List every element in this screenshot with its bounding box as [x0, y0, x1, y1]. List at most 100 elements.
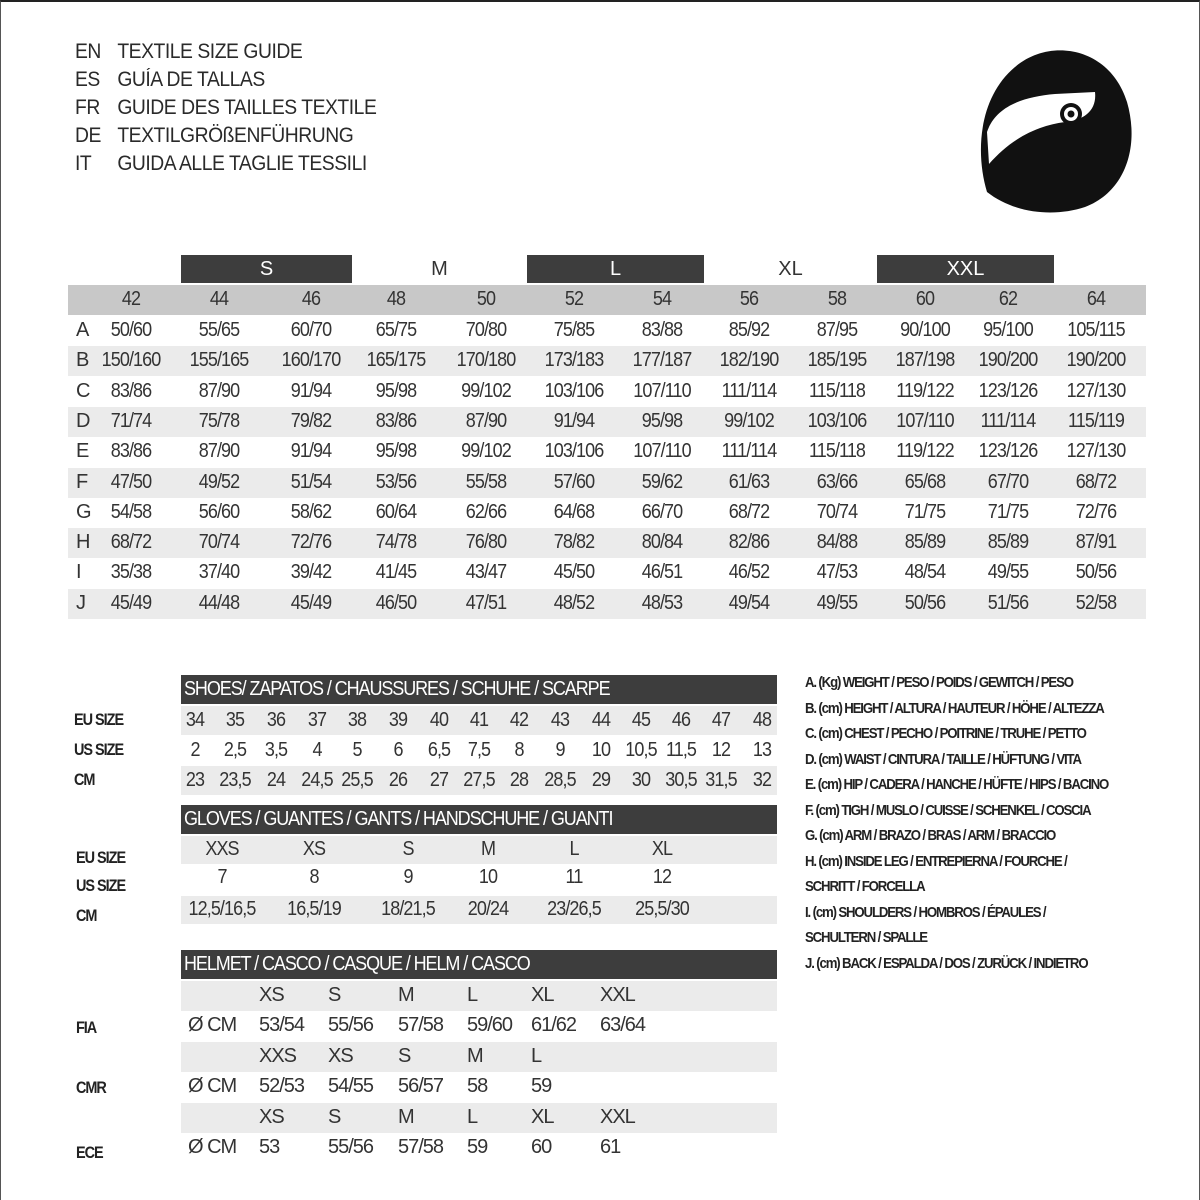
table-cell: 55/65 — [198, 319, 240, 341]
table-cell: 37 — [307, 709, 327, 731]
table-cell: 160/170 — [281, 349, 342, 372]
helmet-value: 57/58 — [398, 1014, 444, 1036]
table-cell: 60/70 — [290, 319, 332, 341]
table-cell: 103/106 — [807, 409, 868, 432]
table-cell: 23/26,5 — [547, 898, 602, 920]
helmet-size: XL — [531, 984, 554, 1006]
table-cell: 115/119 — [1067, 409, 1125, 432]
section-title: SHOES/ ZAPATOS / CHAUSSURES / SCHUHE / S… — [184, 678, 611, 700]
table-cell: 10 — [591, 739, 611, 761]
row-stripe — [68, 346, 1146, 377]
size-number: 52 — [564, 288, 584, 310]
title-line: IT GUIDA ALLE TAGLIE TESSILI — [75, 152, 367, 176]
table-cell: 39 — [388, 709, 408, 731]
standard-label: ECE — [76, 1143, 104, 1162]
table-cell: 42 — [509, 709, 529, 731]
table-cell: 48/54 — [904, 561, 946, 584]
table-cell: 49/52 — [198, 470, 240, 493]
table-cell: 62/66 — [465, 500, 507, 523]
size-number: 54 — [652, 288, 672, 310]
table-cell: 64/68 — [553, 500, 595, 523]
table-cell: 48/52 — [553, 591, 595, 614]
table-cell: 74/78 — [375, 531, 417, 554]
table-cell: 170/180 — [456, 349, 517, 372]
table-cell: 87/95 — [816, 319, 858, 341]
standard-label: CMR — [76, 1078, 107, 1097]
table-cell: 56/60 — [198, 500, 240, 523]
legend-item: F. (cm) TIGH / MUSLO / CUISSE / SCHENKEL… — [805, 801, 1092, 819]
helmet-size: XS — [259, 1106, 285, 1128]
table-cell: 12 — [711, 739, 731, 761]
table-cell: 6,5 — [427, 739, 451, 761]
table-cell: 66/70 — [641, 500, 683, 523]
table-cell: 103/106 — [544, 379, 605, 402]
helmet-value: 53 — [259, 1136, 280, 1158]
table-cell: 59/62 — [641, 470, 683, 493]
table-cell: 16,5/19 — [287, 898, 342, 920]
helmet-size: L — [531, 1045, 542, 1067]
table-cell: 10 — [478, 866, 498, 888]
table-cell: 70/74 — [816, 500, 858, 523]
table-cell: 7 — [217, 866, 227, 888]
language-code: FR — [75, 96, 100, 119]
row-stripe — [181, 836, 777, 864]
title-line: ES GUÍA DE TALLAS — [75, 68, 265, 92]
helmet-size: L — [467, 984, 478, 1006]
table-cell: 25,5 — [341, 769, 373, 791]
table-cell: 26 — [388, 769, 408, 791]
table-cell: 29 — [591, 769, 611, 791]
section-title: HELMET / CASCO / CASQUE / HELM / CASCO — [184, 953, 531, 975]
table-cell: 95/98 — [375, 440, 417, 463]
helmet-value: 53/54 — [259, 1014, 305, 1036]
table-cell: 12 — [652, 866, 672, 888]
row-label: D — [76, 409, 91, 432]
table-cell: L — [569, 838, 579, 860]
table-cell: 187/198 — [895, 349, 956, 372]
table-cell: 83/88 — [641, 319, 683, 341]
size-group-header: XL — [704, 255, 877, 283]
table-cell: 150/160 — [101, 349, 162, 372]
helmet-value: 58 — [467, 1075, 488, 1097]
row-stripe — [181, 981, 777, 1011]
table-cell: 71/74 — [110, 409, 152, 432]
helmet-value: 55/56 — [328, 1136, 374, 1158]
table-cell: 27 — [429, 769, 449, 791]
table-cell: 48 — [752, 709, 772, 731]
size-number: 60 — [915, 288, 935, 310]
legend-item: C. (cm) CHEST / PECHO / POITRINE / TRUHE… — [805, 725, 1087, 742]
table-cell: 47 — [711, 709, 731, 731]
table-cell: 28 — [509, 769, 529, 791]
table-cell: 103/106 — [544, 440, 605, 463]
table-cell: 83/86 — [110, 440, 152, 463]
table-cell: 41 — [469, 709, 489, 731]
table-cell: 84/88 — [816, 531, 858, 554]
title-text: GUIDA ALLE TAGLIE TESSILI — [117, 152, 367, 175]
table-cell: 11,5 — [665, 739, 697, 761]
table-cell: 63/66 — [816, 470, 858, 493]
table-cell: 99/102 — [461, 440, 512, 463]
language-code: DE — [75, 124, 101, 147]
table-cell: 48/53 — [641, 591, 683, 614]
row-stripe — [68, 588, 1146, 619]
title-line: FR GUIDE DES TAILLES TEXTILE — [75, 96, 377, 120]
helmet-size: M — [467, 1045, 484, 1067]
size-group-label: S — [259, 258, 274, 280]
legend-item: E. (cm) HIP / CADERA / HANCHE / HÜFTE / … — [805, 776, 1109, 793]
row-label: B — [76, 349, 90, 372]
helmet-size: S — [398, 1045, 411, 1067]
table-cell: 23,5 — [219, 769, 251, 791]
table-cell: XS — [302, 838, 326, 860]
table-cell: 111/114 — [980, 409, 1037, 432]
table-cell: 68/72 — [110, 531, 152, 554]
legend-item: J. (cm) BACK / ESPALDA / DOS / ZURÜCK / … — [805, 954, 1089, 972]
title-line: EN TEXTILE SIZE GUIDE — [75, 40, 303, 64]
table-cell: 115/118 — [808, 440, 866, 463]
table-cell: 43 — [550, 709, 570, 731]
table-cell: 123/126 — [978, 379, 1039, 402]
unit-label: Ø CM — [188, 1014, 237, 1036]
table-cell: 31,5 — [705, 769, 737, 791]
helmet-value: 59 — [467, 1136, 488, 1158]
table-cell: 115/118 — [808, 379, 866, 402]
table-cell: 41/45 — [375, 561, 417, 584]
row-stripe — [68, 406, 1146, 437]
